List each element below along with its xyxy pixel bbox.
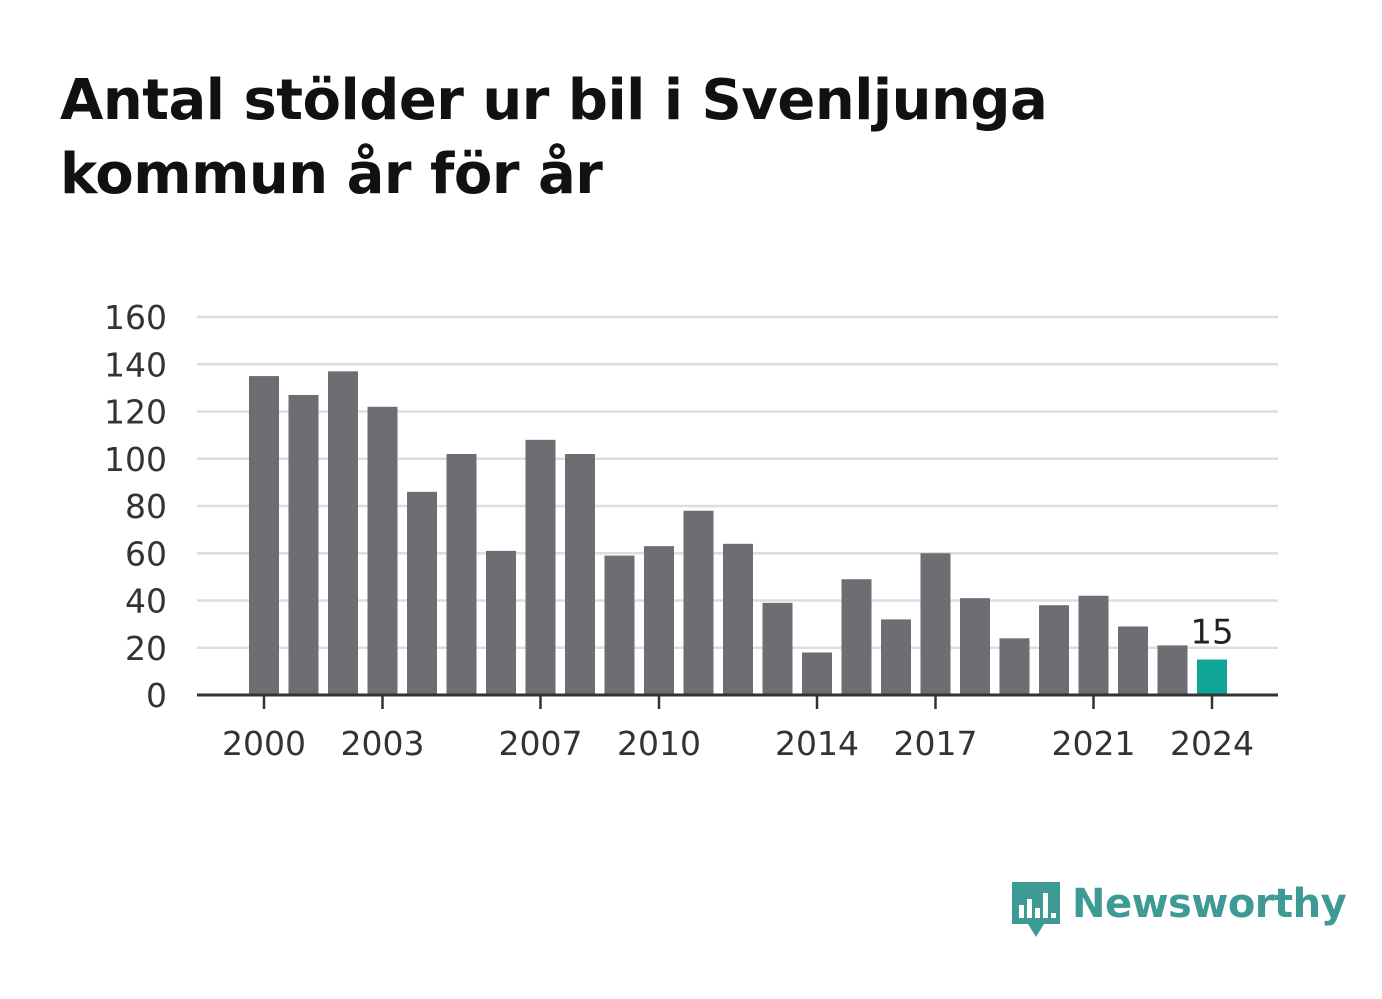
bar xyxy=(881,619,911,695)
x-tick-label: 2017 xyxy=(894,724,978,763)
bar xyxy=(999,638,1030,695)
x-tick-label: 2014 xyxy=(775,724,859,763)
bar xyxy=(841,579,872,695)
bar xyxy=(723,543,753,695)
chart-title: Antal stölder ur bil i Svenljunga kommun… xyxy=(60,68,1048,207)
x-tick-label: 2000 xyxy=(222,724,306,763)
bar xyxy=(1039,605,1069,695)
bar-chart: 0 20 40 60 80 100 120 140 160 15 2000 2003 2007 2010 2… xyxy=(104,298,1278,763)
newsworthy-logo: Newsworthy xyxy=(1010,880,1347,940)
y-tick-label: 60 xyxy=(125,534,167,573)
bar xyxy=(328,371,358,695)
y-tick-label: 140 xyxy=(104,345,167,384)
bar xyxy=(1118,626,1148,695)
speech-bubble-bar-chart-icon xyxy=(1012,882,1060,937)
x-tick-label: 2007 xyxy=(499,724,583,763)
bar xyxy=(407,491,437,695)
bar xyxy=(1078,595,1109,695)
bar xyxy=(762,602,793,695)
y-tick-label: 40 xyxy=(125,582,167,621)
y-tick-label: 80 xyxy=(125,487,167,526)
y-tick-label: 100 xyxy=(104,440,167,479)
x-tick-label: 2024 xyxy=(1170,724,1254,763)
brand-name: Newsworthy xyxy=(1072,881,1347,927)
data-label: 15 xyxy=(1190,613,1233,653)
bar xyxy=(565,454,595,695)
y-tick-label: 0 xyxy=(146,676,167,715)
bar xyxy=(604,555,635,695)
bar xyxy=(960,598,990,695)
bar xyxy=(802,652,832,695)
bar xyxy=(1157,645,1188,695)
x-tick-label: 2021 xyxy=(1052,724,1136,763)
bar xyxy=(683,510,714,695)
x-tick-label: 2010 xyxy=(617,724,701,763)
bar xyxy=(446,454,477,695)
bar xyxy=(486,550,516,695)
y-tick-label: 120 xyxy=(104,393,167,432)
bar xyxy=(1197,659,1227,695)
bar xyxy=(644,546,674,695)
bar xyxy=(288,394,319,695)
bar xyxy=(920,553,951,695)
bar xyxy=(249,376,279,695)
bar xyxy=(525,439,556,695)
y-tick-label: 20 xyxy=(125,629,167,668)
bar xyxy=(367,406,398,695)
x-tick-label: 2003 xyxy=(341,724,425,763)
y-tick-label: 160 xyxy=(104,298,167,337)
